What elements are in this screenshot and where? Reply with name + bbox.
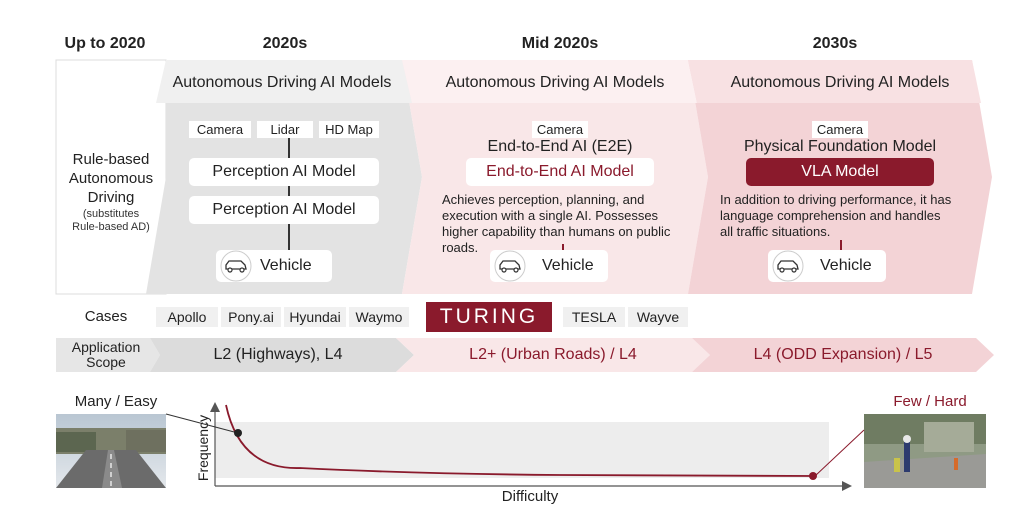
car-icon xyxy=(494,250,526,282)
graph-left-label: Many / Easy xyxy=(74,393,158,410)
y-axis-label: Frequency xyxy=(195,414,211,482)
mid-desc-line-2: execution with a single AI. Possesses xyxy=(442,208,659,223)
vehicle-label-2020s: Vehicle xyxy=(260,257,312,274)
easy-connector xyxy=(165,413,239,434)
band-2030s xyxy=(688,60,981,103)
connector-model2-vehicle xyxy=(288,224,290,250)
e2e-model-card: End-to-End AI Model xyxy=(466,158,654,186)
scope-mid: L2+ (Urban Roads) / L4 xyxy=(469,346,637,363)
rule-based-sub2: Rule-based AD) xyxy=(72,221,150,233)
vehicle-card-2030s: Vehicle xyxy=(768,250,886,282)
graph-band xyxy=(215,422,829,478)
hard-connector xyxy=(814,429,865,477)
2030s-sensor-camera-chip: Camera xyxy=(812,121,868,138)
mid-desc-line-1: Achieves perception, planning, and xyxy=(442,192,645,207)
sensor-lidar-chip: Lidar xyxy=(257,121,313,138)
era-2020s: 2020s xyxy=(262,35,308,52)
graph-right-label: Few / Hard xyxy=(893,393,967,410)
cases-label: Cases xyxy=(84,308,128,325)
rule-based-line2: Autonomous xyxy=(68,170,154,187)
easy-point xyxy=(234,429,242,437)
scope-label: Application Scope xyxy=(56,340,156,370)
mid-desc-line-4: roads. xyxy=(442,240,479,255)
hard-road-photo xyxy=(864,414,986,488)
col-2020s-title: Autonomous Driving AI Models xyxy=(172,74,392,91)
era-up-to-2020: Up to 2020 xyxy=(64,35,146,52)
2030s-desc-line-2: language comprehension and handles xyxy=(720,208,941,223)
era-mid-2020s: Mid 2020s xyxy=(521,35,599,52)
col-2030s-title: Autonomous Driving AI Models xyxy=(730,74,950,91)
turing-logo: TURING xyxy=(426,302,552,332)
scope-label-line1: Application xyxy=(71,339,141,355)
scope-2020s-bg xyxy=(150,338,414,372)
car-icon xyxy=(772,250,804,282)
rule-based-sub1: (substitutes xyxy=(82,208,140,220)
case-tesla: TESLA xyxy=(563,307,625,327)
rule-based-line1: Rule-based xyxy=(72,151,150,168)
connector-sensors-model1 xyxy=(288,138,290,158)
scope-label-line2: Scope xyxy=(86,354,126,370)
rule-based-line3: Driving xyxy=(87,189,135,206)
scope-2020s: L2 (Highways), L4 xyxy=(213,346,343,363)
vehicle-label-mid: Vehicle xyxy=(542,257,594,274)
rule-based-subtitle: (substitutes Rule-based AD) xyxy=(56,208,166,234)
rule-based-title: Rule-based Autonomous Driving xyxy=(56,150,166,207)
vehicle-card-2020s: Vehicle xyxy=(216,250,332,282)
connector-mid-vehicle xyxy=(562,244,564,252)
mid-sensor-camera-chip: Camera xyxy=(532,121,588,138)
perception-model-card-1: Perception AI Model xyxy=(189,158,379,186)
mid-description: Achieves perception, planning, and execu… xyxy=(442,192,704,256)
vehicle-label-2030s: Vehicle xyxy=(820,257,872,274)
case-waymo: Waymo xyxy=(349,307,409,327)
scope-label-bg xyxy=(56,338,160,372)
scope-2030s: L4 (ODD Expansion) / L5 xyxy=(753,346,933,363)
car-icon xyxy=(220,250,252,282)
scope-2030s-bg xyxy=(692,338,994,372)
scope-mid-bg xyxy=(396,338,710,372)
sensor-hdmap-chip: HD Map xyxy=(319,121,379,138)
2030s-heading: Physical Foundation Model xyxy=(743,138,937,155)
connector-model1-model2 xyxy=(288,186,290,196)
case-wayve: Wayve xyxy=(628,307,688,327)
case-apollo: Apollo xyxy=(156,307,218,327)
mid-heading: End-to-End AI (E2E) xyxy=(487,138,633,155)
band-2020s xyxy=(156,60,412,103)
case-ponyai: Pony.ai xyxy=(221,307,281,327)
x-axis-arrow xyxy=(842,481,852,491)
x-axis-label: Difficulty xyxy=(501,488,559,505)
vehicle-card-mid: Vehicle xyxy=(490,250,608,282)
band-mid xyxy=(402,60,697,103)
era-2030s: 2030s xyxy=(812,35,858,52)
vla-model-card: VLA Model xyxy=(746,158,934,186)
y-axis-arrow xyxy=(210,402,220,412)
case-hyundai: Hyundai xyxy=(284,307,346,327)
2030s-desc-line-1: In addition to driving performance, it h… xyxy=(720,192,952,207)
connector-2030s-vehicle xyxy=(840,240,842,252)
perception-model-card-2: Perception AI Model xyxy=(189,196,379,224)
2030s-desc-line-3: all traffic situations. xyxy=(720,224,831,239)
col-mid-title: Autonomous Driving AI Models xyxy=(445,74,665,91)
hard-point xyxy=(809,472,817,480)
frequency-curve xyxy=(225,404,816,477)
2030s-description: In addition to driving performance, it h… xyxy=(720,192,982,240)
easy-road-photo xyxy=(56,414,166,488)
mid-desc-line-3: higher capability than humans on public xyxy=(442,224,671,239)
sensor-camera-chip: Camera xyxy=(189,121,251,138)
